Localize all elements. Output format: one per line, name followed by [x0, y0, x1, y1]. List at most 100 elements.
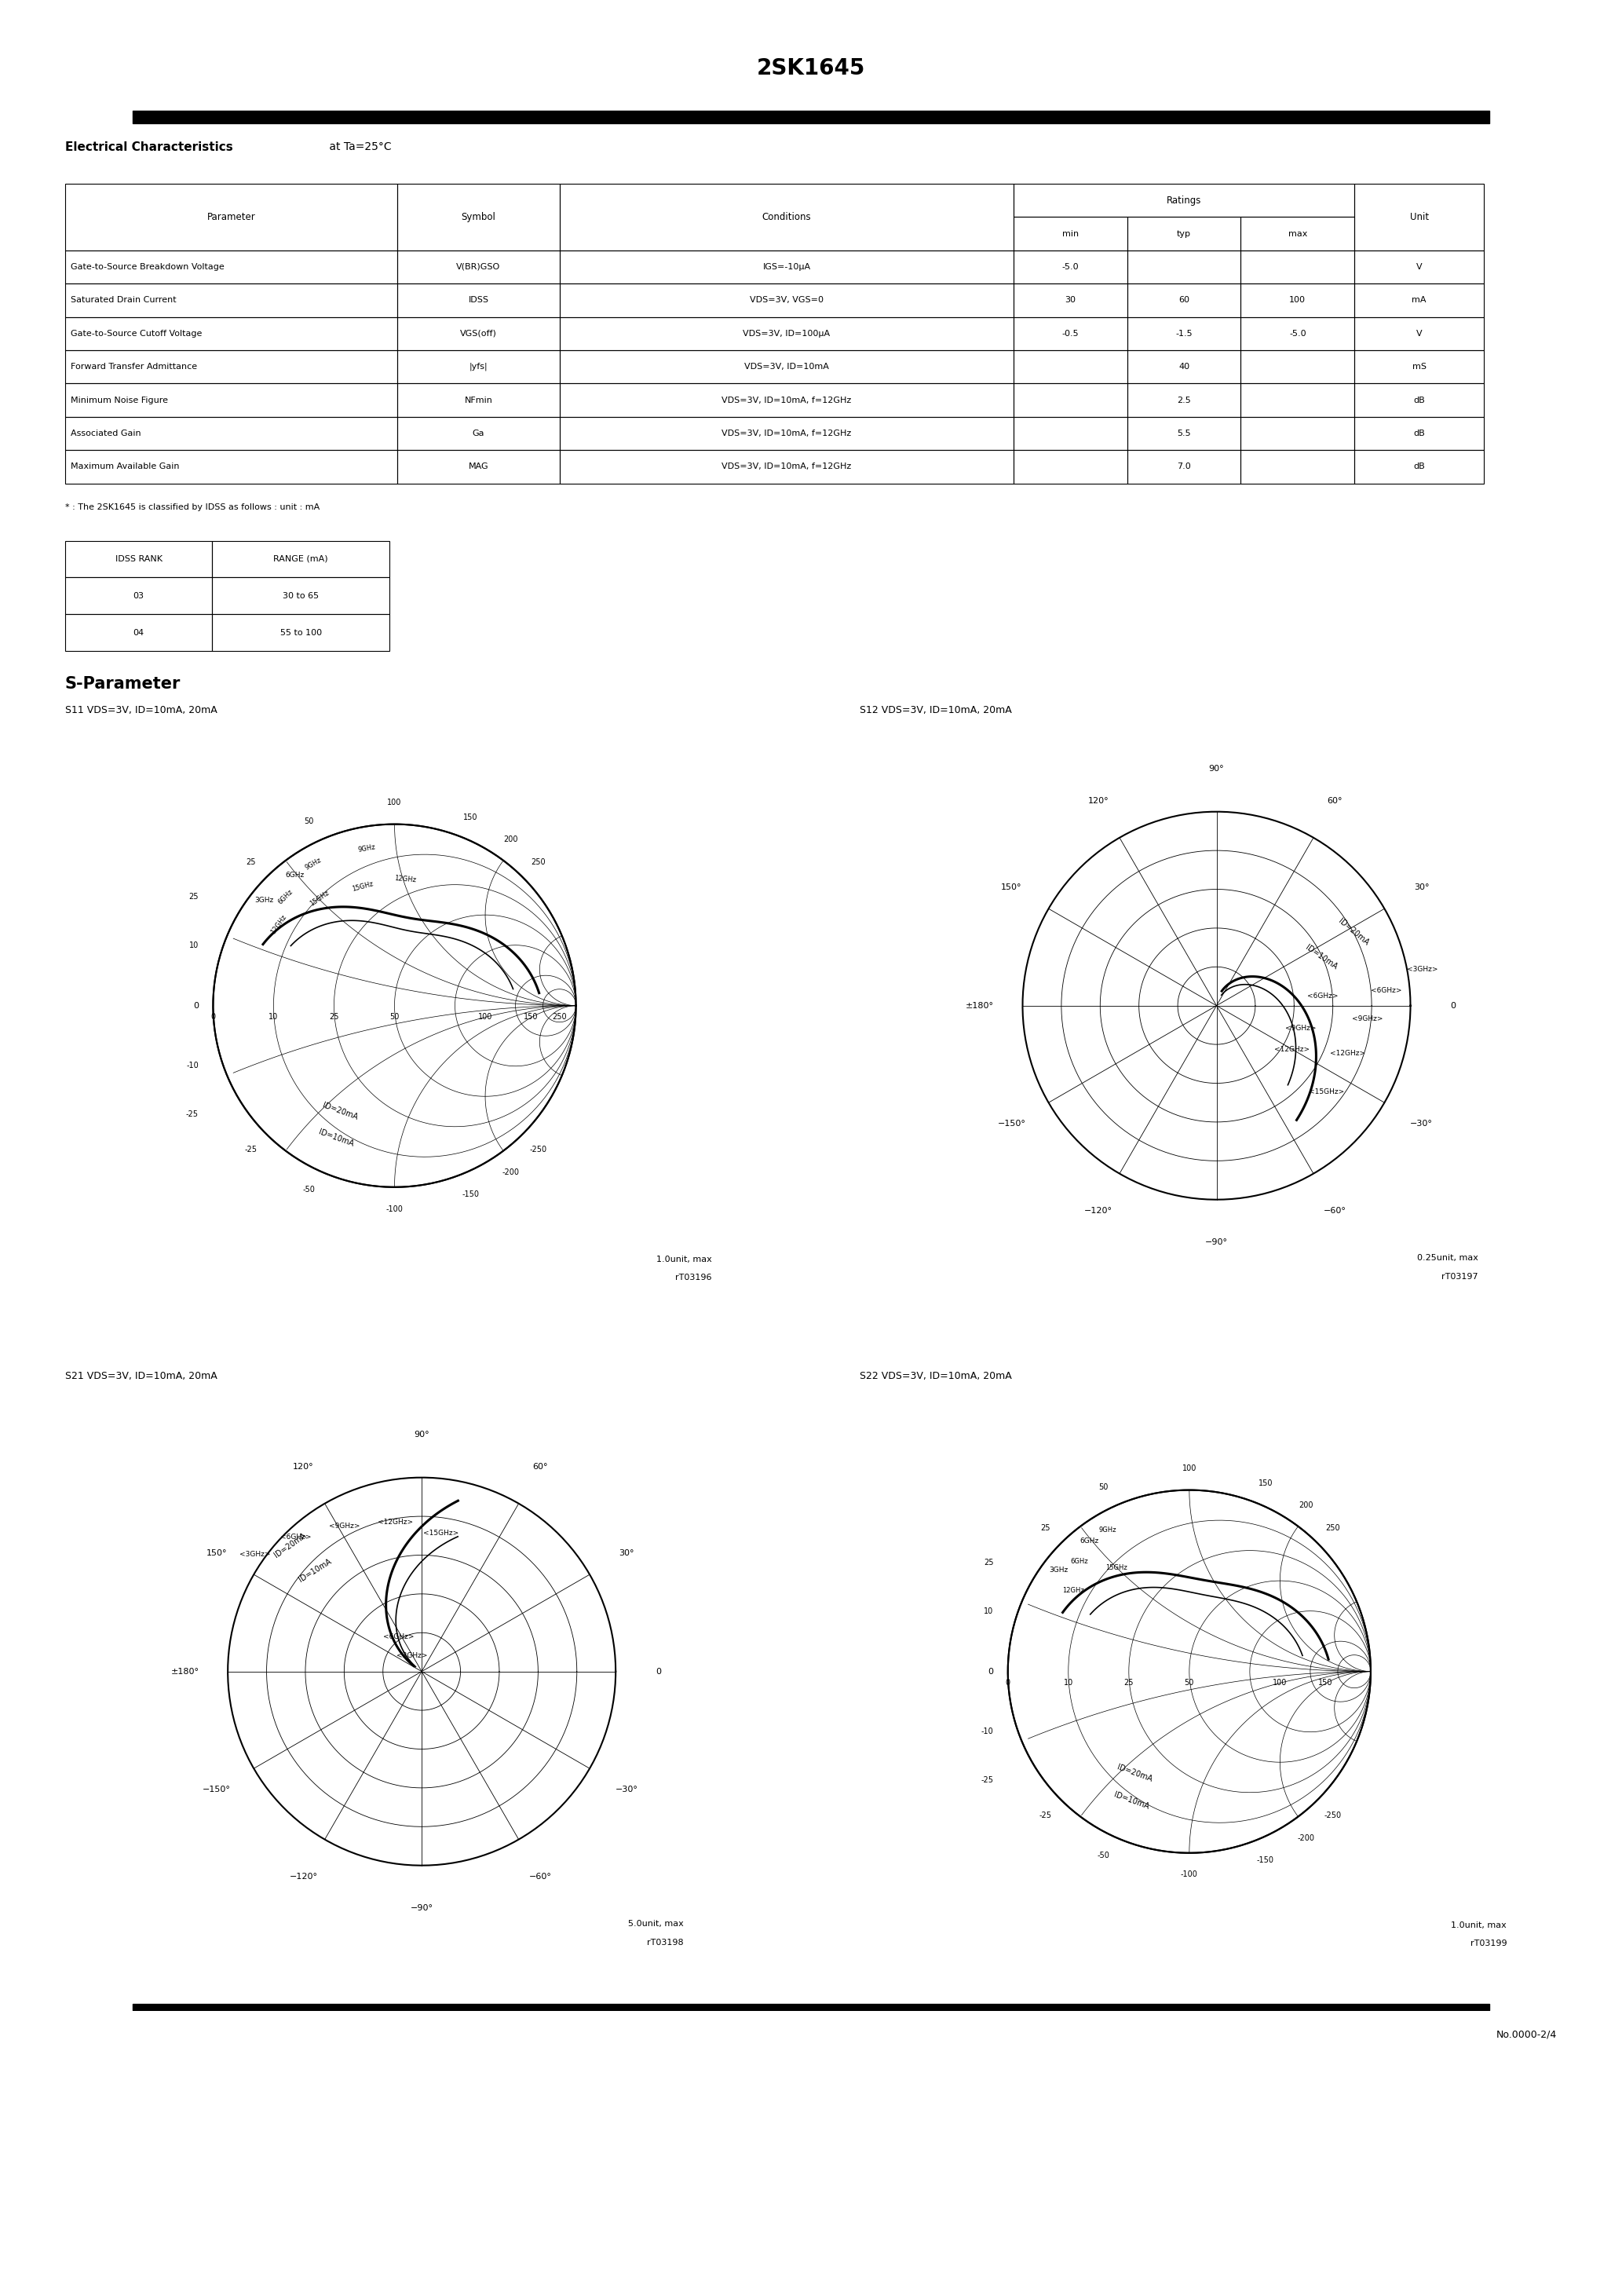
Bar [1241, 383, 1354, 416]
Text: <9GHz>: <9GHz> [1285, 1024, 1317, 1031]
Text: NFmin: NFmin [464, 397, 493, 404]
Text: VDS=3V, ID=10mA, f=12GHz: VDS=3V, ID=10mA, f=12GHz [722, 464, 852, 471]
Text: typ: typ [1178, 230, 1191, 236]
Text: 2SK1645: 2SK1645 [757, 57, 865, 80]
Text: 3GHz: 3GHz [255, 898, 274, 905]
Text: 12GHz: 12GHz [269, 914, 287, 934]
Text: <12GHz>: <12GHz> [1330, 1049, 1366, 1056]
Text: V(BR)GSO: V(BR)GSO [456, 264, 501, 271]
Text: 250: 250 [1325, 1525, 1340, 1531]
Text: ID=20mA: ID=20mA [1116, 1763, 1153, 1784]
Text: 60°: 60° [532, 1463, 548, 1469]
Text: 1.0unit, max: 1.0unit, max [1452, 1922, 1507, 1929]
Text: <9GHz>: <9GHz> [1351, 1015, 1382, 1022]
Text: -25: -25 [187, 1111, 198, 1118]
Text: IDSS RANK: IDSS RANK [115, 556, 162, 563]
Text: 3GHz: 3GHz [1049, 1566, 1069, 1573]
Text: Gate-to-Source Breakdown Voltage: Gate-to-Source Breakdown Voltage [71, 264, 224, 271]
Bar [1241, 416, 1354, 450]
Text: 9GHz: 9GHz [303, 856, 323, 872]
Bar [397, 184, 560, 250]
Text: mA: mA [1413, 296, 1426, 303]
Text: IDSS: IDSS [469, 296, 488, 303]
Text: ID=20mA: ID=20mA [321, 1100, 358, 1120]
Text: IGS=-10μA: IGS=-10μA [762, 264, 811, 271]
Text: ID=10mA: ID=10mA [318, 1127, 355, 1148]
Text: ID=20mA: ID=20mA [1337, 916, 1371, 946]
Text: 0: 0 [211, 1013, 216, 1022]
Text: -250: -250 [1324, 1812, 1341, 1818]
Text: −30°: −30° [1410, 1120, 1432, 1127]
Text: <6GHz>: <6GHz> [1307, 992, 1338, 999]
Text: max: max [1288, 230, 1307, 236]
Text: 50: 50 [389, 1013, 399, 1022]
Text: <12GHz>: <12GHz> [378, 1520, 414, 1527]
Text: 12GHz: 12GHz [394, 875, 417, 884]
Text: <15GHz>: <15GHz> [423, 1529, 459, 1536]
Text: <6GHz>: <6GHz> [281, 1534, 311, 1541]
Text: -150: -150 [462, 1189, 478, 1199]
Text: 0: 0 [193, 1001, 198, 1010]
Bar [1241, 317, 1354, 349]
Text: -25: -25 [981, 1777, 993, 1784]
Bar [65, 184, 397, 250]
Bar [1014, 282, 1127, 317]
Text: mS: mS [1413, 363, 1426, 370]
Text: 150: 150 [464, 813, 478, 822]
Bar [65, 576, 212, 613]
Bar [1014, 383, 1127, 416]
Text: <9GHz>: <9GHz> [329, 1522, 360, 1529]
Bar [560, 416, 1014, 450]
Text: S22 VDS=3V, ID=10mA, 20mA: S22 VDS=3V, ID=10mA, 20mA [860, 1371, 1012, 1382]
Text: 0: 0 [655, 1667, 662, 1676]
Bar [65, 282, 397, 317]
Text: S11 VDS=3V, ID=10mA, 20mA: S11 VDS=3V, ID=10mA, 20mA [65, 705, 217, 716]
Text: 25: 25 [1124, 1678, 1134, 1688]
Bar [1127, 216, 1241, 250]
Bar [397, 383, 560, 416]
Text: -0.5: -0.5 [1062, 331, 1079, 338]
Text: ID=10mA: ID=10mA [1304, 944, 1338, 971]
Text: <15GHz>: <15GHz> [1309, 1088, 1345, 1095]
Text: dB: dB [1413, 397, 1426, 404]
Bar [65, 317, 397, 349]
Text: 60°: 60° [1327, 797, 1343, 804]
Text: Maximum Available Gain: Maximum Available Gain [71, 464, 180, 471]
Text: VDS=3V, ID=100μA: VDS=3V, ID=100μA [743, 331, 830, 338]
Bar [1354, 349, 1484, 383]
Bar [1354, 250, 1484, 282]
Text: V: V [1416, 331, 1422, 338]
Text: dB: dB [1413, 429, 1426, 436]
Bar [397, 282, 560, 317]
Text: at Ta=25°C: at Ta=25°C [326, 142, 391, 152]
Text: <3GHz>: <3GHz> [1408, 967, 1439, 974]
Text: Electrical Characteristics: Electrical Characteristics [65, 140, 232, 154]
Text: -200: -200 [1298, 1835, 1314, 1841]
Text: -100: -100 [386, 1205, 404, 1212]
Text: -5.0: -5.0 [1289, 331, 1306, 338]
Text: 100: 100 [1273, 1678, 1288, 1688]
Text: V: V [1416, 264, 1422, 271]
Text: 25: 25 [247, 859, 256, 866]
Bar [560, 184, 1014, 250]
Text: 9GHz: 9GHz [357, 843, 376, 854]
Text: Ratings: Ratings [1166, 195, 1202, 204]
Text: MAG: MAG [469, 464, 488, 471]
Text: 25: 25 [1041, 1525, 1051, 1531]
Text: Parameter: Parameter [208, 211, 255, 223]
Text: 100: 100 [478, 1013, 493, 1022]
Text: −120°: −120° [1083, 1208, 1113, 1215]
Text: <12GHz>: <12GHz> [1275, 1045, 1311, 1054]
Text: Unit: Unit [1410, 211, 1429, 223]
Text: S-Parameter: S-Parameter [65, 677, 180, 691]
Bar [560, 282, 1014, 317]
Text: dB: dB [1413, 464, 1426, 471]
Bar [397, 317, 560, 349]
Text: Ga: Ga [472, 429, 485, 436]
Text: 2.5: 2.5 [1178, 397, 1191, 404]
Text: -200: -200 [503, 1169, 519, 1176]
Text: 100: 100 [388, 799, 402, 806]
Text: 10: 10 [269, 1013, 279, 1022]
Text: 1.0unit, max: 1.0unit, max [657, 1256, 712, 1263]
Text: VDS=3V, ID=10mA, f=12GHz: VDS=3V, ID=10mA, f=12GHz [722, 429, 852, 436]
